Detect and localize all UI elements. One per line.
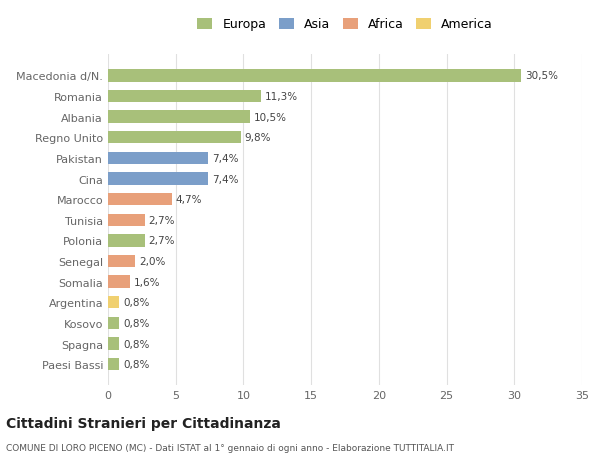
- Text: 9,8%: 9,8%: [245, 133, 271, 143]
- Bar: [108, 132, 241, 144]
- Text: 1,6%: 1,6%: [134, 277, 160, 287]
- Bar: [108, 358, 119, 370]
- Text: 0,8%: 0,8%: [123, 318, 149, 328]
- Bar: [108, 297, 119, 309]
- Bar: [108, 235, 145, 247]
- Text: 30,5%: 30,5%: [525, 71, 558, 81]
- Text: 0,8%: 0,8%: [123, 339, 149, 349]
- Bar: [108, 152, 208, 165]
- Text: 2,0%: 2,0%: [139, 257, 166, 267]
- Text: 10,5%: 10,5%: [254, 112, 287, 123]
- Text: 2,7%: 2,7%: [149, 236, 175, 246]
- Bar: [108, 276, 130, 288]
- Text: Cittadini Stranieri per Cittadinanza: Cittadini Stranieri per Cittadinanza: [6, 416, 281, 430]
- Bar: [108, 70, 521, 83]
- Bar: [108, 173, 208, 185]
- Bar: [108, 338, 119, 350]
- Bar: [108, 255, 135, 268]
- Bar: [108, 194, 172, 206]
- Legend: Europa, Asia, Africa, America: Europa, Asia, Africa, America: [197, 18, 493, 31]
- Text: 0,8%: 0,8%: [123, 359, 149, 369]
- Text: 0,8%: 0,8%: [123, 297, 149, 308]
- Text: 4,7%: 4,7%: [176, 195, 202, 205]
- Text: 7,4%: 7,4%: [212, 154, 239, 163]
- Bar: [108, 91, 261, 103]
- Text: 11,3%: 11,3%: [265, 92, 298, 102]
- Text: COMUNE DI LORO PICENO (MC) - Dati ISTAT al 1° gennaio di ogni anno - Elaborazion: COMUNE DI LORO PICENO (MC) - Dati ISTAT …: [6, 443, 454, 452]
- Text: 7,4%: 7,4%: [212, 174, 239, 184]
- Bar: [108, 214, 145, 226]
- Bar: [108, 111, 250, 123]
- Bar: [108, 317, 119, 330]
- Text: 2,7%: 2,7%: [149, 215, 175, 225]
